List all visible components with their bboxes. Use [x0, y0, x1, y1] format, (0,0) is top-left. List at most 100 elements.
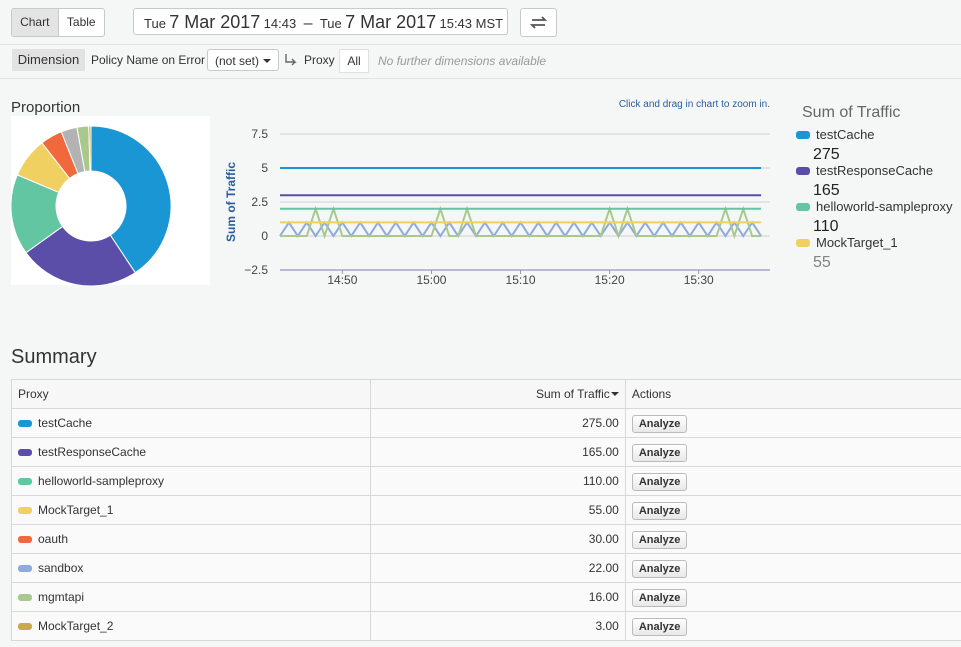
- x-tick-label: 15:20: [595, 273, 625, 287]
- legend-value: 165: [813, 182, 840, 199]
- analyze-button[interactable]: Analyze: [632, 531, 688, 549]
- row-swatch: [18, 478, 32, 485]
- action-cell: Analyze: [625, 467, 961, 496]
- chart-note: Click and drag in chart to zoom in.: [619, 99, 770, 110]
- legend-name: testCache: [816, 127, 875, 142]
- proxy-cell: helloworld-sampleproxy: [12, 467, 371, 496]
- traffic-value: 30.00: [589, 532, 619, 546]
- table-row: oauth 30.00 Analyze: [12, 525, 961, 554]
- summary-title: Summary: [11, 346, 97, 369]
- action-cell: Analyze: [625, 554, 961, 583]
- proxy-name: testResponseCache: [38, 445, 146, 459]
- legend-value: 55: [813, 254, 831, 271]
- traffic-value: 22.00: [589, 561, 619, 575]
- action-cell: Analyze: [625, 496, 961, 525]
- header-row: Proxy Sum of Traffic Actions: [12, 380, 961, 409]
- legend-swatch: [796, 131, 810, 139]
- traffic-value: 3.00: [595, 619, 618, 633]
- analyze-button[interactable]: Analyze: [632, 502, 688, 520]
- legend-swatch: [796, 239, 810, 247]
- action-cell: Analyze: [625, 409, 961, 438]
- proxy-name: helloworld-sampleproxy: [38, 474, 164, 488]
- proxy-name: MockTarget_1: [38, 503, 113, 517]
- traffic-value: 110.00: [583, 474, 619, 488]
- header-text: Sum of Traffic: [536, 387, 610, 401]
- row-swatch: [18, 623, 32, 630]
- proxy-cell: MockTarget_1: [12, 496, 371, 525]
- proxy-cell: testCache: [12, 409, 371, 438]
- value-cell: 55.00: [371, 496, 626, 525]
- legend-title: Sum of Traffic: [802, 104, 900, 121]
- proxy-cell: sandbox: [12, 554, 371, 583]
- action-cell: Analyze: [625, 525, 961, 554]
- analyze-button[interactable]: Analyze: [632, 589, 688, 607]
- legend-name: MockTarget_1: [816, 235, 898, 250]
- header-cell: Proxy: [12, 380, 371, 409]
- charts: Click and drag in chart to zoom in. Sum o…: [0, 0, 961, 300]
- proxy-name: sandbox: [38, 561, 83, 575]
- y-tick-label: 7.5: [251, 127, 268, 141]
- legend-name: testResponseCache: [816, 163, 933, 178]
- legend-value: 275: [813, 146, 840, 163]
- x-tick-label: 14:50: [327, 273, 357, 287]
- analyze-button[interactable]: Analyze: [632, 618, 688, 636]
- y-tick-label: 0: [261, 229, 268, 243]
- proxy-cell: oauth: [12, 525, 371, 554]
- sort-caret: [611, 392, 619, 400]
- proxy-name: MockTarget_2: [38, 619, 113, 633]
- value-cell: 165.00: [371, 438, 626, 467]
- value-cell: 16.00: [371, 583, 626, 612]
- x-tick-label: 15:10: [506, 273, 536, 287]
- traffic-value: 165.00: [582, 445, 619, 459]
- value-cell: 3.00: [371, 612, 626, 641]
- proxy-name: mgmtapi: [38, 590, 84, 604]
- row-swatch: [18, 565, 32, 572]
- traffic-value: 16.00: [589, 590, 619, 604]
- row-swatch: [18, 536, 32, 543]
- action-cell: Analyze: [625, 612, 961, 641]
- value-cell: 22.00: [371, 554, 626, 583]
- proxy-cell: testResponseCache: [12, 438, 371, 467]
- y-tick-label: 5: [261, 161, 268, 175]
- proxy-cell: MockTarget_2: [12, 612, 371, 641]
- action-cell: Analyze: [625, 583, 961, 612]
- analyze-button[interactable]: Analyze: [632, 560, 688, 578]
- header-text: Actions: [632, 387, 671, 401]
- legend-name: helloworld-sampleproxy: [816, 199, 953, 214]
- series-line: [280, 222, 761, 236]
- legend-value: 110: [813, 218, 839, 235]
- analyze-button[interactable]: Analyze: [632, 473, 688, 491]
- legend-swatch: [796, 167, 810, 175]
- action-cell: Analyze: [625, 438, 961, 467]
- value-cell: 275.00: [371, 409, 626, 438]
- header-cell[interactable]: Sum of Traffic: [371, 380, 626, 409]
- traffic-value: 55.00: [589, 503, 619, 517]
- y-axis-label: Sum of Traffic: [224, 162, 238, 242]
- table-row: MockTarget_1 55.00 Analyze: [12, 496, 961, 525]
- row-swatch: [18, 594, 32, 601]
- analyze-button[interactable]: Analyze: [632, 415, 688, 433]
- legend-swatch: [796, 203, 810, 211]
- y-tick-label: 2.5: [251, 195, 268, 209]
- table-row: testResponseCache 165.00 Analyze: [12, 438, 961, 467]
- y-tick-label: −2.5: [244, 263, 268, 277]
- table-row: MockTarget_2 3.00 Analyze: [12, 612, 961, 641]
- table-row: mgmtapi 16.00 Analyze: [12, 583, 961, 612]
- proxy-cell: mgmtapi: [12, 583, 371, 612]
- analyze-button[interactable]: Analyze: [632, 444, 688, 462]
- row-swatch: [18, 420, 32, 427]
- x-tick-label: 15:00: [416, 273, 446, 287]
- summary-table: Proxy Sum of Traffic Actions testCache 275.0…: [11, 379, 961, 641]
- row-swatch: [18, 449, 32, 456]
- value-cell: 110.00: [371, 467, 626, 496]
- traffic-value: 275.00: [582, 416, 619, 430]
- value-cell: 30.00: [371, 525, 626, 554]
- table-row: helloworld-sampleproxy 110.00 Analyze: [12, 467, 961, 496]
- x-tick-label: 15:30: [684, 273, 714, 287]
- proxy-name: testCache: [38, 416, 92, 430]
- row-swatch: [18, 507, 32, 514]
- header-cell: Actions: [625, 380, 961, 409]
- proxy-name: oauth: [38, 532, 68, 546]
- table-row: sandbox 22.00 Analyze: [12, 554, 961, 583]
